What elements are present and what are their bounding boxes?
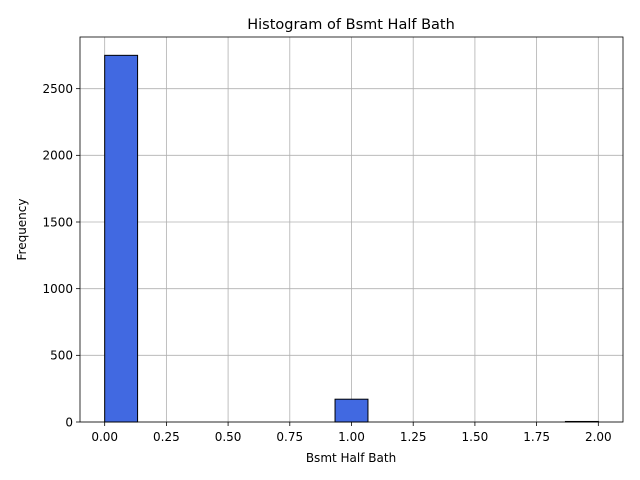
- y-axis-ticks: 0 500 1000 1500 2000 2500: [42, 82, 80, 429]
- y-tick-label: 0: [65, 415, 73, 429]
- histogram-bar: [104, 54, 139, 423]
- x-tick-label: 1.50: [462, 430, 489, 444]
- chart-title: Histogram of Bsmt Half Bath: [247, 17, 455, 33]
- x-tick-label: 0.75: [276, 430, 303, 444]
- x-tick-label: 1.00: [338, 430, 365, 444]
- x-tick-label: 0.00: [91, 430, 118, 444]
- x-axis-ticks: 0.00 0.25 0.50 0.75 1.00 1.25 1.50 1.75 2.00: [91, 422, 612, 444]
- x-tick-label: 0.50: [215, 430, 242, 444]
- y-tick-label: 1000: [42, 282, 73, 296]
- x-tick-label: 1.75: [523, 430, 550, 444]
- x-axis-label: Bsmt Half Bath: [306, 451, 396, 465]
- y-tick-label: 1500: [42, 215, 73, 229]
- grid-lines: [80, 37, 623, 423]
- y-axis-label: Frequency: [15, 199, 29, 261]
- y-tick-label: 500: [50, 349, 73, 363]
- x-tick-label: 0.25: [153, 430, 180, 444]
- x-tick-label: 2.00: [585, 430, 612, 444]
- x-tick-label: 1.25: [400, 430, 427, 444]
- y-tick-label: 2000: [42, 149, 73, 163]
- histogram-bar: [334, 398, 369, 423]
- y-tick-label: 2500: [42, 82, 73, 96]
